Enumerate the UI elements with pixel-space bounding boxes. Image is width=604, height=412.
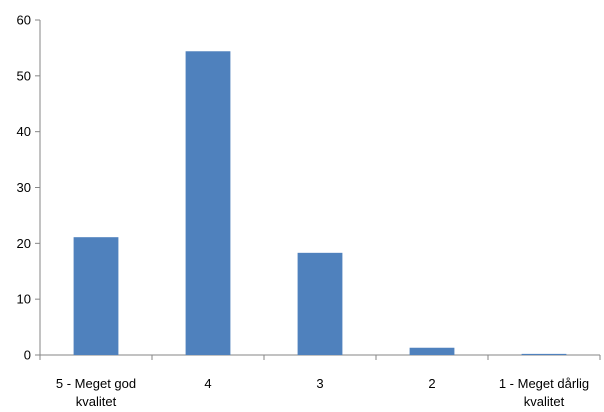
category-label: 4 [204, 376, 211, 391]
y-tick-label: 30 [17, 180, 31, 195]
y-axis: 0 10 20 30 40 50 60 [17, 13, 41, 363]
category-label: kvalitet [524, 394, 565, 409]
y-tick-label: 20 [17, 236, 31, 251]
category-label: 2 [428, 376, 435, 391]
category-label: 5 - Meget god [56, 376, 136, 391]
y-tick-label: 40 [17, 124, 31, 139]
category-labels: 5 - Meget god kvalitet 4 3 2 1 - Meget dårlig… [56, 376, 589, 409]
bar-4 [409, 347, 455, 355]
bar-2 [185, 51, 231, 356]
bar-1 [73, 237, 119, 355]
category-label: 1 - Meget dårlig [499, 376, 589, 391]
bars [73, 51, 567, 356]
y-tick-label: 50 [17, 68, 31, 83]
x-axis [39, 354, 601, 360]
y-tick-label: 10 [17, 292, 31, 307]
y-tick-label: 60 [17, 13, 31, 28]
bar-3 [297, 252, 343, 355]
bar-5 [521, 353, 567, 355]
category-label: 3 [316, 376, 323, 391]
y-tick-label: 0 [24, 348, 31, 363]
category-label: kvalitet [76, 394, 117, 409]
